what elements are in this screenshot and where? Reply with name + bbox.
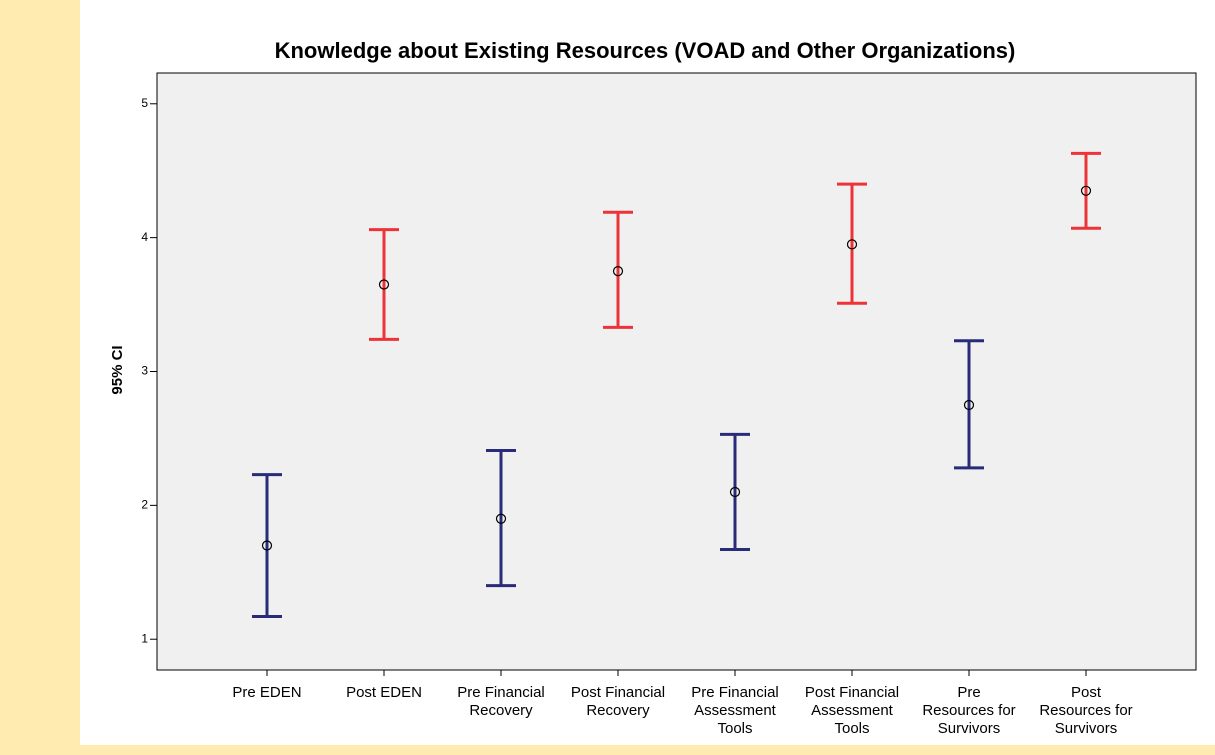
mean-point: [729, 486, 741, 498]
x-tick-label: Post: [1071, 684, 1102, 701]
y-tick-label: 2: [141, 498, 148, 512]
mean-point: [846, 239, 858, 250]
x-tick-label: Pre: [957, 684, 980, 701]
x-tick-label: Post Financial: [571, 684, 665, 701]
mean-point: [963, 399, 975, 411]
mean-point: [495, 513, 507, 524]
x-tick-label: Assessment: [694, 702, 777, 719]
mean-point: [378, 279, 390, 290]
mean-point: [1080, 185, 1092, 196]
y-axis-label: 95% CI: [109, 345, 126, 394]
x-tick-label: Assessment: [811, 702, 894, 719]
y-tick-label: 4: [141, 230, 148, 244]
x-tick-label: Pre EDEN: [232, 684, 301, 701]
x-tick-label: Recovery: [586, 702, 650, 719]
y-tick-label: 1: [141, 631, 148, 645]
x-tick-label: Survivors: [1055, 720, 1118, 737]
x-tick-label: Recovery: [469, 702, 533, 719]
x-tick-label: Tools: [717, 720, 752, 737]
y-tick-label: 5: [141, 96, 148, 110]
plot-area: [156, 72, 1197, 671]
y-tick-label: 3: [141, 364, 148, 378]
x-tick-label: Resources for: [1039, 702, 1132, 719]
x-tick-label: Post EDEN: [346, 684, 422, 701]
x-tick-label: Pre Financial: [457, 684, 545, 701]
x-tick-label: Tools: [834, 720, 869, 737]
x-tick-label: Resources for: [922, 702, 1015, 719]
mean-point: [612, 266, 624, 277]
mean-point: [261, 540, 273, 551]
x-tick-label: Pre Financial: [691, 684, 779, 701]
x-tick-label: Survivors: [938, 720, 1001, 737]
chart-title: Knowledge about Existing Resources (VOAD…: [275, 38, 1016, 63]
x-tick-label: Post Financial: [805, 684, 899, 701]
